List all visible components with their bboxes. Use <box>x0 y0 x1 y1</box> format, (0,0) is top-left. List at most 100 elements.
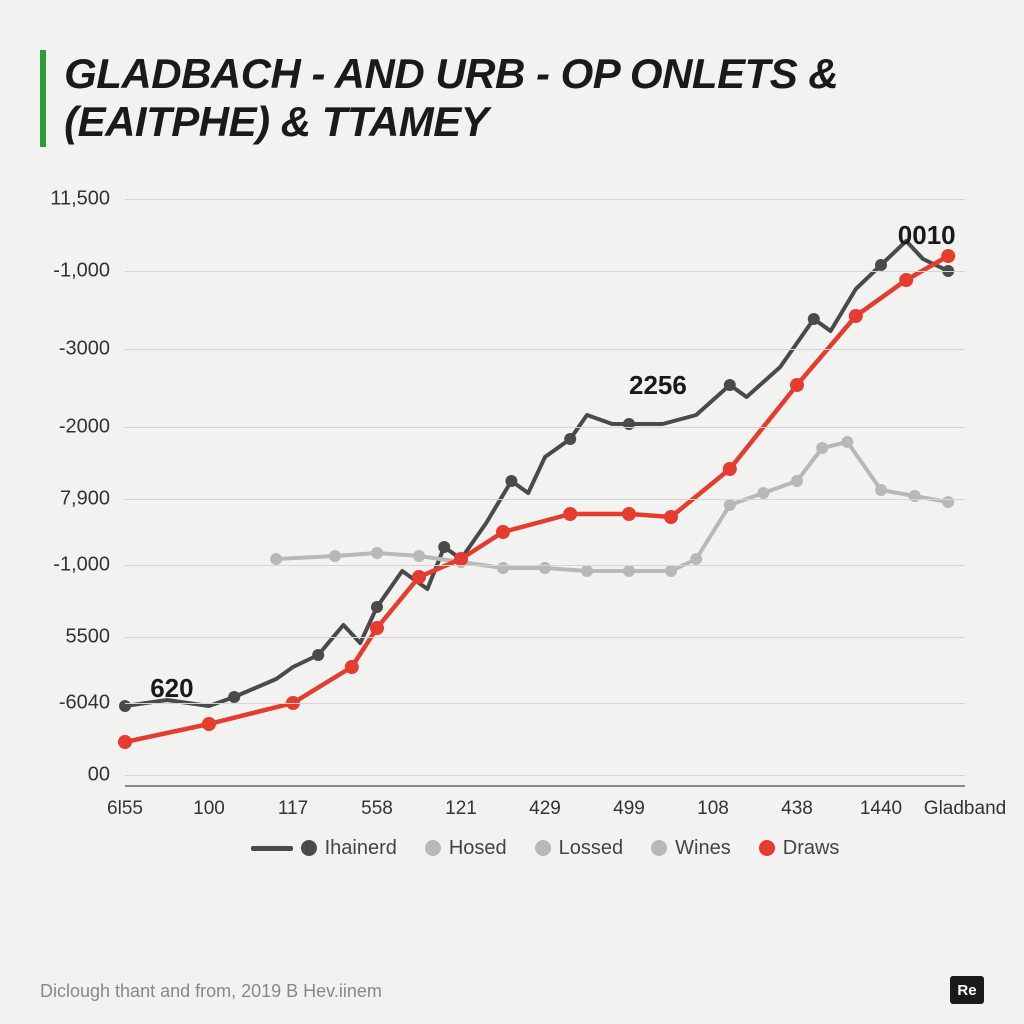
y-axis: 11,500 -1,000 -3000 -2000 7,900 -1,000 5500 -60… <box>40 187 120 787</box>
gridline <box>125 427 965 428</box>
series-marker-Draws <box>370 621 384 635</box>
legend-label: Draws <box>783 837 840 860</box>
series-marker-Lossed <box>724 499 736 511</box>
legend-line-swatch <box>251 846 293 851</box>
data-annotation: 0010 <box>898 220 956 251</box>
gridline <box>125 637 965 638</box>
series-marker-Draws <box>941 249 955 263</box>
footer-attribution: Diclough thant and from, 2019 B Hev.iine… <box>40 981 382 1002</box>
series-marker-Draws <box>664 510 678 524</box>
gridline <box>125 775 965 776</box>
series-marker-Ihainerd <box>564 433 576 445</box>
legend-label: Lossed <box>559 837 624 860</box>
series-marker-Lossed <box>942 496 954 508</box>
data-annotation: 2256 <box>629 370 687 401</box>
legend-dot-swatch <box>651 840 667 856</box>
series-marker-Draws <box>454 552 468 566</box>
y-tick-label: -6040 <box>59 691 110 714</box>
series-marker-Draws <box>345 660 359 674</box>
series-marker-Draws <box>496 525 510 539</box>
y-tick-label: -1,000 <box>53 553 110 576</box>
brand-logo: Re <box>950 976 984 1004</box>
series-marker-Lossed <box>581 565 593 577</box>
y-tick-label: 11,500 <box>50 187 110 210</box>
x-tick-label: 1440 <box>860 798 902 820</box>
y-tick-label: -2000 <box>59 415 110 438</box>
title-block: GLADBACH - AND URB - OP ONLETS & (EAITPH… <box>40 50 984 147</box>
series-marker-Lossed <box>875 484 887 496</box>
series-marker-Lossed <box>816 442 828 454</box>
series-marker-Ihainerd <box>808 313 820 325</box>
legend-item: Draws <box>759 837 840 860</box>
series-marker-Lossed <box>665 565 677 577</box>
chart-svg <box>125 187 965 787</box>
x-tick-label: 429 <box>529 798 561 820</box>
x-axis-baseline <box>125 785 965 787</box>
plot-region: 620 2256 0010 <box>125 187 965 787</box>
y-tick-label: 5500 <box>66 625 111 648</box>
series-marker-Lossed <box>791 475 803 487</box>
x-tick-label: 499 <box>613 798 645 820</box>
series-marker-Draws <box>563 507 577 521</box>
x-tick-label: 438 <box>781 798 813 820</box>
chart-area: 11,500 -1,000 -3000 -2000 7,900 -1,000 5500 -60… <box>40 187 980 867</box>
y-tick-label: 7,900 <box>60 487 110 510</box>
y-tick-label: -3000 <box>59 337 110 360</box>
series-marker-Draws <box>622 507 636 521</box>
series-marker-Ihainerd <box>312 649 324 661</box>
legend-label: Hosed <box>449 837 507 860</box>
series-marker-Lossed <box>623 565 635 577</box>
gridline <box>125 703 965 704</box>
y-tick-label: 00 <box>88 763 110 786</box>
series-marker-Lossed <box>909 490 921 502</box>
series-marker-Draws <box>118 735 132 749</box>
series-marker-Lossed <box>690 553 702 565</box>
gridline <box>125 349 965 350</box>
legend-dot-swatch <box>759 840 775 856</box>
series-marker-Lossed <box>757 487 769 499</box>
series-marker-Ihainerd <box>119 700 131 712</box>
x-tick-label: 100 <box>193 798 225 820</box>
series-marker-Ihainerd <box>724 379 736 391</box>
x-axis: 6l551001175581214294991084381440Gladband <box>125 792 965 832</box>
x-tick-label: Gladband <box>924 798 1006 820</box>
legend: Ihainerd Hosed Lossed Wines Draws <box>125 837 965 860</box>
legend-item: Hosed <box>425 837 507 860</box>
series-marker-Draws <box>849 309 863 323</box>
x-tick-label: 117 <box>278 798 308 820</box>
chart-title: GLADBACH - AND URB - OP ONLETS & (EAITPH… <box>64 50 984 147</box>
series-marker-Draws <box>202 717 216 731</box>
series-marker-Ihainerd <box>228 691 240 703</box>
legend-dot-swatch <box>425 840 441 856</box>
data-annotation: 620 <box>150 673 193 704</box>
series-marker-Draws <box>723 462 737 476</box>
gridline <box>125 199 965 200</box>
series-marker-Lossed <box>329 550 341 562</box>
x-tick-label: 108 <box>697 798 729 820</box>
title-accent-bar <box>40 50 46 147</box>
series-marker-Ihainerd <box>438 541 450 553</box>
gridline <box>125 499 965 500</box>
x-tick-label: 6l55 <box>107 798 143 820</box>
series-marker-Ihainerd <box>875 259 887 271</box>
legend-item: Wines <box>651 837 731 860</box>
legend-dot-swatch <box>301 840 317 856</box>
legend-label: Ihainerd <box>325 837 397 860</box>
legend-dot-swatch <box>535 840 551 856</box>
legend-item: Lossed <box>535 837 624 860</box>
series-marker-Lossed <box>841 436 853 448</box>
series-marker-Lossed <box>371 547 383 559</box>
series-marker-Lossed <box>497 562 509 574</box>
legend-label: Wines <box>675 837 731 860</box>
x-tick-label: 558 <box>361 798 393 820</box>
series-marker-Lossed <box>539 562 551 574</box>
series-marker-Draws <box>790 378 804 392</box>
series-marker-Lossed <box>270 553 282 565</box>
y-tick-label: -1,000 <box>53 259 110 282</box>
series-marker-Draws <box>412 570 426 584</box>
series-marker-Ihainerd <box>623 418 635 430</box>
series-marker-Draws <box>899 273 913 287</box>
series-marker-Ihainerd <box>371 601 383 613</box>
x-tick-label: 121 <box>445 798 477 820</box>
gridline <box>125 565 965 566</box>
